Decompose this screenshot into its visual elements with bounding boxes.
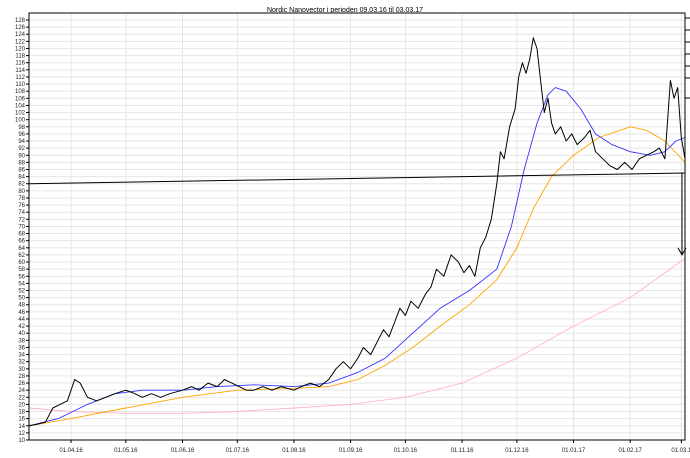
chart-title: Nordic Nanovector i perioden 09.03.16 ti… (267, 7, 423, 14)
x-tick-label: 01.10.16 (394, 448, 418, 454)
y-tick-label: 118 (15, 54, 25, 60)
series-layer (28, 37, 686, 427)
y-tick-label: 90 (18, 153, 25, 159)
y-tick-label: 10 (18, 438, 25, 444)
y-tick-label: 58 (18, 267, 25, 273)
y-tick-label: 110 (15, 82, 25, 88)
y-tick-label: 14 (18, 424, 25, 430)
y-tick-label: 78 (18, 196, 25, 202)
y-tick-label: 64 (18, 246, 25, 252)
y-tick-label: 34 (18, 353, 25, 359)
y-tick-label: 56 (18, 274, 25, 280)
series-line-2 (28, 126, 686, 427)
plot-frame (28, 12, 686, 441)
y-tick-label: 100 (15, 118, 26, 124)
x-tick-label: 01.09.16 (339, 448, 363, 454)
y-tick-label: 76 (18, 203, 25, 209)
y-tick-label: 68 (18, 232, 25, 238)
x-tick-label: 01.02.17 (619, 448, 643, 454)
y-tick-label: 98 (18, 125, 25, 131)
y-tick-label: 30 (18, 367, 25, 373)
y-tick-label: 36 (18, 345, 25, 351)
x-tick-label: 01.12.16 (505, 448, 529, 454)
y-tick-label: 20 (18, 402, 25, 408)
y-tick-label: 54 (18, 281, 25, 287)
y-tick-label: 28 (18, 374, 25, 380)
y-tick-label: 40 (18, 331, 25, 337)
series-line-0 (28, 37, 686, 427)
y-tick-label: 104 (15, 103, 26, 109)
y-tick-label: 116 (15, 61, 25, 67)
y-tick-label: 96 (18, 132, 25, 138)
x-tick-label: 01.11.16 (451, 448, 475, 454)
y-tick-label: 126 (15, 25, 26, 31)
y-tick-label: 52 (18, 289, 25, 295)
y-tick-label: 86 (18, 167, 25, 173)
y-tick-label: 72 (18, 217, 25, 223)
series-line-3 (28, 258, 686, 414)
trend-line (28, 172, 686, 185)
x-tick-labels: 01.04.16 01.05.16 01.06.16 01.07.16 01.08.16… (59, 440, 690, 454)
y-tick-label: 114 (15, 68, 25, 74)
x-tick-label: 01.07.16 (226, 448, 250, 454)
x-tick-label: 01.01.17 (562, 448, 586, 454)
y-tick-label: 82 (18, 182, 25, 188)
y-tick-label: 12 (18, 431, 25, 437)
y-tick-label: 32 (18, 360, 25, 366)
y-tick-label: 24 (18, 388, 25, 394)
y-tick-label: 60 (18, 260, 25, 266)
y-tick-label: 88 (18, 160, 25, 166)
y-tick-label: 46 (18, 310, 25, 316)
x-tick-label: 01.03.1 (671, 448, 690, 454)
y-tick-label: 80 (18, 189, 25, 195)
y-tick-label: 128 (15, 18, 26, 24)
x-tick-label: 01.08.16 (282, 448, 306, 454)
y-tick-label: 70 (18, 224, 25, 230)
y-tick-label: 48 (18, 303, 25, 309)
x-tick-label: 01.05.16 (114, 448, 138, 454)
x-tick-label: 01.06.16 (171, 448, 195, 454)
y-tick-label: 112 (15, 75, 25, 81)
y-tick-label: 84 (18, 175, 25, 181)
y-tick-label: 44 (18, 317, 25, 323)
y-tick-label: 26 (18, 381, 25, 387)
y-tick-label: 106 (15, 96, 26, 102)
y-tick-label: 92 (18, 146, 25, 152)
y-tick-label: 94 (18, 139, 25, 145)
annotation-layer (28, 172, 687, 256)
y-tick-label: 38 (18, 338, 25, 344)
y-tick-label: 66 (18, 239, 25, 245)
y-tick-label: 74 (18, 210, 25, 216)
grid-layer (29, 13, 685, 441)
y-tick-label: 120 (15, 46, 26, 52)
series-line-1 (28, 87, 686, 427)
y-tick-label: 62 (18, 253, 25, 259)
y-tick-label: 18 (18, 410, 25, 416)
y-tick-label: 122 (15, 39, 26, 45)
x-tick-label: 01.04.16 (59, 448, 83, 454)
y-tick-label: 22 (18, 395, 25, 401)
y-tick-label: 42 (18, 324, 25, 330)
y-tick-label: 108 (15, 89, 26, 95)
y-tick-label: 50 (18, 296, 25, 302)
y-tick-label: 102 (15, 111, 26, 117)
y-tick-label: 124 (15, 32, 26, 38)
y-tick-label: 16 (18, 417, 25, 423)
